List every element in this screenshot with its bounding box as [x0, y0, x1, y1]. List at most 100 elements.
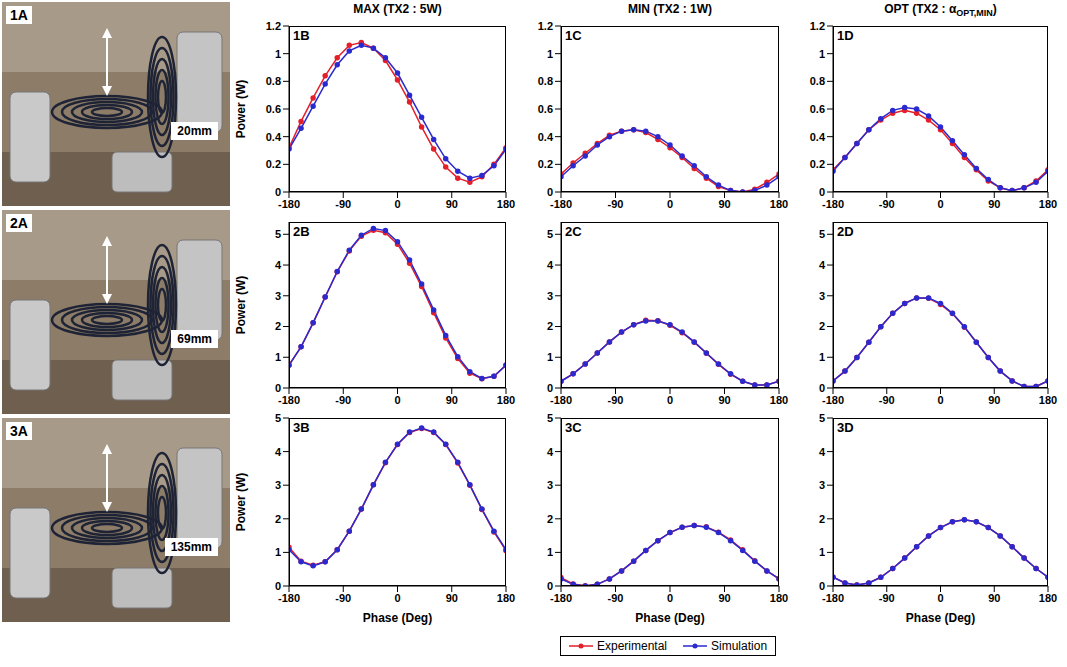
svg-text:5: 5: [547, 228, 553, 240]
svg-text:90: 90: [988, 198, 1000, 210]
svg-text:1: 1: [547, 48, 553, 60]
svg-text:0: 0: [275, 186, 281, 198]
svg-text:-90: -90: [608, 394, 624, 406]
svg-text:-90: -90: [608, 592, 624, 604]
svg-text:0.6: 0.6: [810, 103, 825, 115]
svg-text:Power (W): Power (W): [235, 473, 248, 532]
svg-text:1.2: 1.2: [266, 20, 281, 32]
svg-text:0.8: 0.8: [810, 75, 825, 87]
svg-text:0: 0: [667, 394, 673, 406]
svg-text:1.2: 1.2: [810, 20, 825, 32]
svg-text:1: 1: [275, 546, 281, 558]
svg-text:-90: -90: [879, 592, 895, 604]
svg-text:180: 180: [497, 198, 515, 210]
svg-text:-90: -90: [879, 198, 895, 210]
svg-text:4: 4: [819, 259, 826, 271]
svg-text:Power (W): Power (W): [235, 80, 248, 139]
svg-text:Phase (Deg): Phase (Deg): [906, 611, 975, 625]
svg-text:0: 0: [275, 580, 281, 592]
svg-text:1: 1: [275, 351, 281, 363]
svg-text:-90: -90: [335, 592, 351, 604]
svg-text:3: 3: [819, 479, 825, 491]
svg-text:90: 90: [718, 592, 730, 604]
svg-text:1: 1: [275, 48, 281, 60]
svg-text:0: 0: [819, 580, 825, 592]
svg-text:2: 2: [819, 320, 825, 332]
svg-text:0: 0: [667, 592, 673, 604]
svg-text:-90: -90: [335, 198, 351, 210]
svg-text:3: 3: [275, 479, 281, 491]
svg-text:-180: -180: [550, 394, 572, 406]
svg-text:0.8: 0.8: [538, 75, 553, 87]
svg-text:0.6: 0.6: [538, 103, 553, 115]
svg-text:0.6: 0.6: [266, 103, 281, 115]
svg-text:-90: -90: [879, 394, 895, 406]
svg-text:1: 1: [819, 546, 825, 558]
svg-text:180: 180: [497, 592, 515, 604]
svg-text:0: 0: [937, 592, 943, 604]
svg-text:2: 2: [275, 513, 281, 525]
svg-text:180: 180: [1039, 198, 1057, 210]
svg-text:0: 0: [547, 382, 553, 394]
svg-text:4: 4: [275, 446, 282, 458]
svg-text:180: 180: [1039, 592, 1057, 604]
svg-text:-180: -180: [278, 592, 300, 604]
svg-text:5: 5: [819, 228, 825, 240]
svg-text:1: 1: [547, 351, 553, 363]
svg-text:180: 180: [770, 394, 788, 406]
svg-text:-180: -180: [822, 394, 844, 406]
svg-text:3: 3: [819, 290, 825, 302]
svg-text:-180: -180: [822, 198, 844, 210]
svg-text:0.2: 0.2: [266, 158, 281, 170]
svg-text:5: 5: [275, 228, 281, 240]
svg-text:0.4: 0.4: [538, 131, 554, 143]
svg-text:0.4: 0.4: [810, 131, 826, 143]
svg-text:-90: -90: [335, 394, 351, 406]
svg-text:Power (W): Power (W): [235, 276, 248, 335]
svg-text:90: 90: [718, 394, 730, 406]
svg-text:0: 0: [394, 592, 400, 604]
svg-text:0.4: 0.4: [266, 131, 282, 143]
svg-text:1: 1: [819, 48, 825, 60]
svg-text:180: 180: [770, 198, 788, 210]
svg-text:0.2: 0.2: [810, 158, 825, 170]
svg-text:0.8: 0.8: [266, 75, 281, 87]
svg-text:5: 5: [275, 412, 281, 424]
svg-text:4: 4: [275, 259, 282, 271]
svg-text:3: 3: [547, 290, 553, 302]
svg-text:180: 180: [497, 394, 515, 406]
svg-text:0: 0: [394, 198, 400, 210]
svg-text:0: 0: [937, 198, 943, 210]
svg-text:0: 0: [275, 382, 281, 394]
svg-text:0: 0: [547, 186, 553, 198]
svg-text:-180: -180: [278, 198, 300, 210]
svg-text:Phase (Deg): Phase (Deg): [635, 611, 704, 625]
svg-text:1: 1: [819, 351, 825, 363]
svg-text:90: 90: [446, 198, 458, 210]
svg-text:-90: -90: [608, 198, 624, 210]
svg-text:5: 5: [819, 412, 825, 424]
svg-text:1.2: 1.2: [538, 20, 553, 32]
svg-text:180: 180: [770, 592, 788, 604]
svg-text:1: 1: [547, 546, 553, 558]
svg-text:4: 4: [547, 259, 554, 271]
svg-text:0: 0: [547, 580, 553, 592]
svg-text:2: 2: [819, 513, 825, 525]
svg-text:Phase (Deg): Phase (Deg): [363, 611, 432, 625]
svg-text:4: 4: [547, 446, 554, 458]
svg-text:-180: -180: [278, 394, 300, 406]
svg-text:90: 90: [718, 198, 730, 210]
svg-text:4: 4: [819, 446, 826, 458]
svg-text:3: 3: [547, 479, 553, 491]
svg-text:90: 90: [446, 592, 458, 604]
svg-text:0.2: 0.2: [538, 158, 553, 170]
svg-text:90: 90: [446, 394, 458, 406]
svg-text:3: 3: [275, 290, 281, 302]
svg-text:0: 0: [819, 382, 825, 394]
svg-text:2: 2: [275, 320, 281, 332]
svg-text:5: 5: [547, 412, 553, 424]
svg-text:0: 0: [394, 394, 400, 406]
svg-text:0: 0: [819, 186, 825, 198]
svg-text:90: 90: [988, 592, 1000, 604]
svg-text:2: 2: [547, 513, 553, 525]
